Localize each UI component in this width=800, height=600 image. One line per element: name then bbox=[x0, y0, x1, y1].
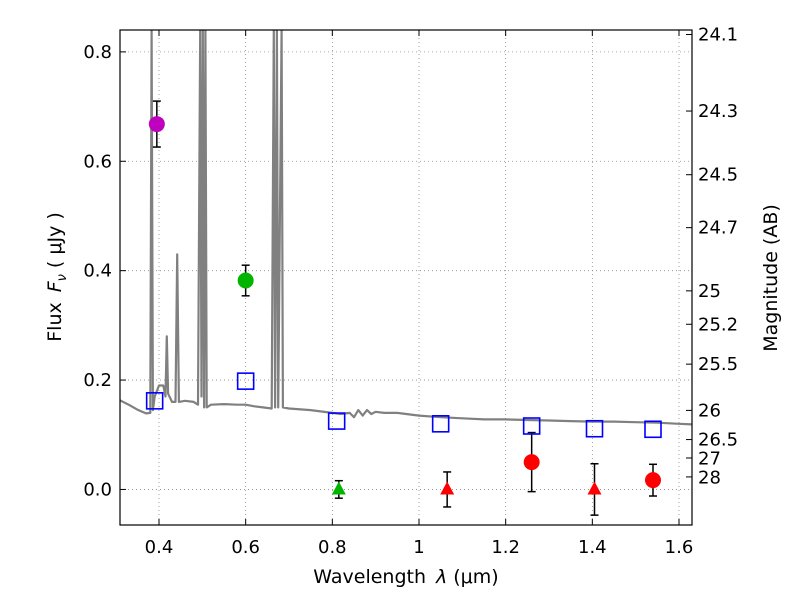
x-tick-label: 1.2 bbox=[491, 537, 520, 558]
data-point-square bbox=[431, 415, 450, 433]
ticks: 0.4 0.6 0.8 1 1.2 1.4 1.6 0.0 0.2 0.4 0.6 0.8 24.1 24… bbox=[83, 25, 738, 558]
data-point-square bbox=[236, 372, 255, 390]
model-spectrum-line bbox=[120, 30, 692, 426]
data-point-square bbox=[145, 392, 164, 410]
data-point-square bbox=[644, 420, 662, 439]
y-tick-label: 0.6 bbox=[83, 151, 112, 172]
y2-axis-title: Magnitude (AB) bbox=[760, 204, 782, 352]
y2-tick-label: 25.5 bbox=[698, 354, 738, 375]
data-point-circle bbox=[645, 472, 661, 489]
x-tick-label: 1 bbox=[413, 537, 424, 558]
data-point-triangle bbox=[331, 481, 346, 495]
data-point-circle bbox=[148, 116, 165, 133]
y2-tick-label: 24.7 bbox=[698, 218, 738, 239]
data-point-square bbox=[585, 419, 604, 438]
y-tick-label: 0.0 bbox=[83, 479, 112, 500]
data-point-circle bbox=[523, 454, 540, 471]
data-point-square bbox=[327, 412, 346, 430]
x-tick-label: 1.6 bbox=[665, 537, 694, 558]
y2-tick-label: 27 bbox=[698, 449, 721, 470]
y-axis-title: FluxFν( μJy ) bbox=[44, 212, 70, 342]
y2-tick-label: 24.3 bbox=[698, 101, 738, 122]
y2-tick-label: 25 bbox=[698, 281, 721, 302]
plot-frame bbox=[119, 29, 693, 526]
x-axis-title: Wavelength λ (μm) bbox=[313, 566, 498, 588]
y-tick-label: 0.4 bbox=[83, 261, 112, 282]
x-tick-label: 0.4 bbox=[145, 537, 174, 558]
data-point-circle bbox=[237, 272, 254, 289]
y2-tick-label: 24.5 bbox=[698, 165, 738, 186]
data-point-square bbox=[522, 417, 541, 435]
y2-tick-label: 26.5 bbox=[698, 430, 738, 451]
data-layer bbox=[120, 30, 692, 516]
y2-tick-label: 25.2 bbox=[698, 314, 738, 335]
x-tick-label: 1.4 bbox=[578, 537, 607, 558]
data-point-triangle bbox=[587, 481, 602, 495]
plot-area-background bbox=[120, 30, 692, 525]
y-tick-label: 0.8 bbox=[83, 42, 112, 63]
x-tick-label: 0.6 bbox=[231, 537, 260, 558]
y2-tick-label: 28 bbox=[698, 468, 721, 489]
y-tick-label: 0.2 bbox=[83, 370, 112, 391]
data-point-triangle bbox=[440, 481, 455, 495]
y2-tick-label: 24.1 bbox=[698, 25, 738, 46]
y2-tick-label: 26 bbox=[698, 400, 721, 421]
x-tick-label: 0.8 bbox=[318, 537, 347, 558]
